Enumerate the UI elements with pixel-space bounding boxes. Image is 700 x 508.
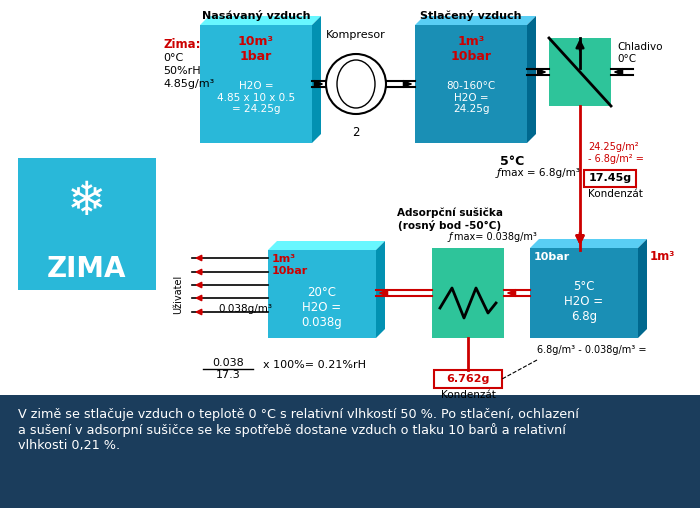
Text: Kondenzát: Kondenzát — [588, 189, 643, 199]
Text: ZIMA: ZIMA — [48, 255, 127, 283]
Text: 1m³: 1m³ — [272, 254, 296, 264]
Polygon shape — [527, 16, 536, 143]
Text: 6.8g/m³ - 0.038g/m³ =: 6.8g/m³ - 0.038g/m³ = — [537, 345, 647, 355]
Polygon shape — [200, 16, 321, 25]
Text: 10m³
1bar: 10m³ 1bar — [238, 35, 274, 63]
Text: Uživatel: Uživatel — [173, 274, 183, 313]
Text: ƒ: ƒ — [497, 168, 501, 178]
Text: H2O =
4.85 x 10 x 0.5
= 24.25g: H2O = 4.85 x 10 x 0.5 = 24.25g — [217, 81, 295, 114]
Bar — [530, 248, 638, 338]
Text: 0°C: 0°C — [163, 53, 183, 63]
Text: 17.45g: 17.45g — [589, 173, 631, 183]
Bar — [432, 248, 504, 338]
Bar — [0, 395, 700, 508]
Text: Kompresor: Kompresor — [326, 30, 386, 40]
Text: V zimě se stlačuje vzduch o teplotě 0 °C s relativní vlhkostí 50 %. Po stlačení,: V zimě se stlačuje vzduch o teplotě 0 °C… — [18, 408, 579, 452]
Text: 2: 2 — [352, 126, 360, 139]
Text: 1m³
10bar: 1m³ 10bar — [451, 35, 491, 63]
Polygon shape — [638, 239, 647, 338]
Text: 10bar: 10bar — [534, 252, 570, 262]
Text: 24.25g/m²
- 6.8g/m² =: 24.25g/m² - 6.8g/m² = — [588, 142, 644, 164]
Text: max = 6.8g/m³: max = 6.8g/m³ — [501, 168, 580, 178]
Text: Adsorpční sušička
(rosný bod -50°C): Adsorpční sušička (rosný bod -50°C) — [397, 208, 503, 231]
Bar — [268, 250, 376, 338]
Text: 5°C
H2O =
6.8g: 5°C H2O = 6.8g — [564, 280, 603, 323]
Text: x 100%= 0.21%rH: x 100%= 0.21%rH — [263, 360, 366, 370]
Text: ❄: ❄ — [67, 180, 107, 225]
Text: Kondenzát: Kondenzát — [440, 390, 496, 400]
Bar — [434, 370, 502, 388]
Text: 0.038: 0.038 — [212, 358, 244, 368]
Bar — [200, 25, 312, 143]
Text: 10bar: 10bar — [272, 266, 308, 276]
Bar — [18, 158, 156, 290]
Text: Zima:: Zima: — [163, 38, 200, 51]
Polygon shape — [415, 16, 536, 25]
Text: Nasávaný vzduch: Nasávaný vzduch — [202, 10, 310, 21]
Text: Chladivo
0°C: Chladivo 0°C — [617, 42, 662, 64]
Text: max= 0.038g/m³: max= 0.038g/m³ — [454, 232, 537, 242]
Polygon shape — [530, 239, 647, 248]
Text: 5°C: 5°C — [500, 155, 524, 168]
Text: 6.762g: 6.762g — [447, 374, 490, 384]
Text: 20°C
H2O =
0.038g: 20°C H2O = 0.038g — [302, 286, 342, 329]
Polygon shape — [376, 241, 385, 338]
Polygon shape — [268, 241, 385, 250]
Bar — [584, 170, 636, 187]
Text: ƒ: ƒ — [448, 232, 452, 242]
Polygon shape — [312, 16, 321, 143]
Text: 1m³: 1m³ — [650, 250, 676, 263]
Text: 17.3: 17.3 — [216, 370, 240, 380]
Text: 0.038g/m³: 0.038g/m³ — [218, 304, 272, 314]
Text: 50%rH: 50%rH — [163, 66, 201, 76]
Bar — [549, 38, 611, 106]
Text: Stlačený vzduch: Stlačený vzduch — [420, 10, 522, 21]
Bar — [415, 25, 527, 143]
Text: 4.85g/m³: 4.85g/m³ — [163, 79, 214, 89]
Text: 80-160°C
H2O =
24.25g: 80-160°C H2O = 24.25g — [447, 81, 496, 114]
